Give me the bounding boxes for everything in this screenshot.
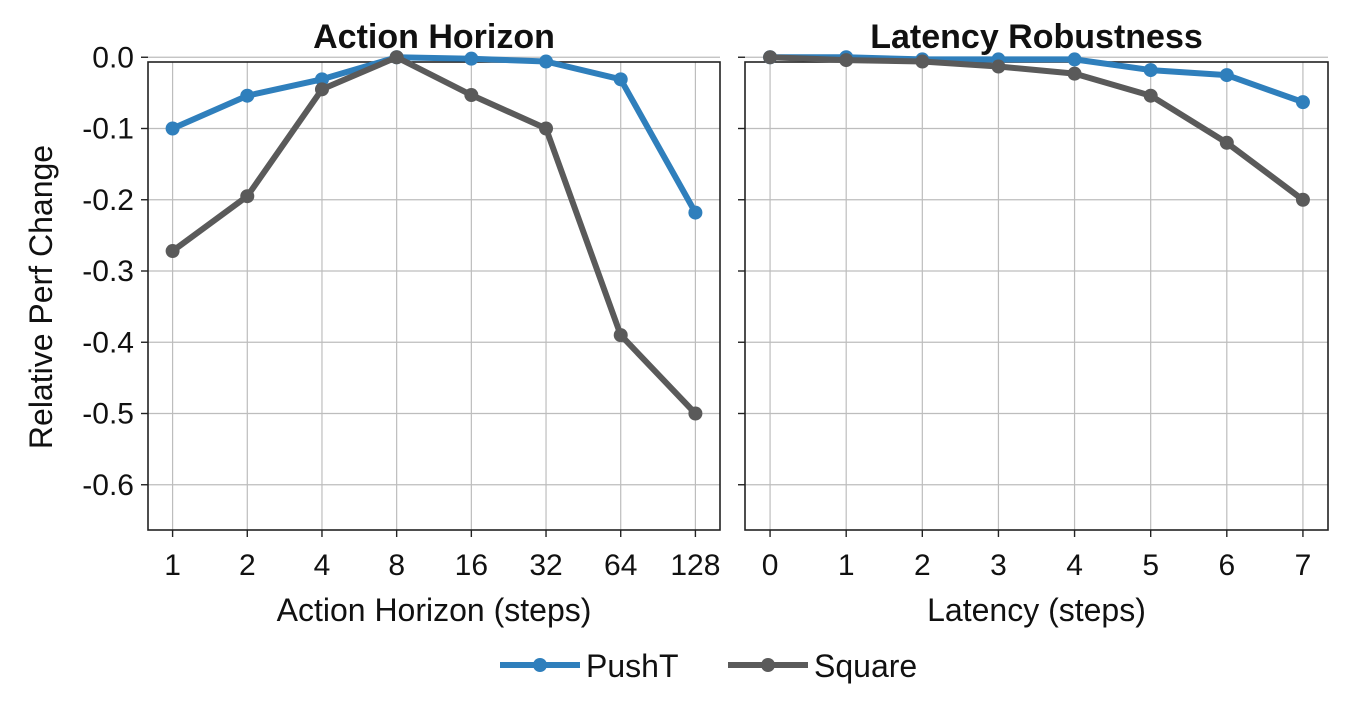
series-line-square: [169, 54, 699, 417]
data-point-pusht: [464, 51, 479, 66]
data-point-square: [1219, 135, 1234, 150]
x-tick-label: 128: [670, 549, 720, 582]
y-tick-label: -0.5: [82, 398, 134, 431]
data-point-square: [688, 406, 703, 421]
data-point-pusht: [1143, 63, 1158, 78]
data-point-square: [763, 50, 778, 65]
data-point-square: [839, 53, 854, 68]
data-point-square: [613, 328, 628, 343]
data-point-square: [539, 121, 554, 136]
x-tick-label: 2: [914, 549, 931, 582]
data-point-pusht: [1067, 52, 1082, 67]
data-point-pusht: [165, 121, 180, 136]
series-line-square: [767, 54, 1306, 203]
x-tick-label: 6: [1218, 549, 1235, 582]
panel-title: Action Horizon: [313, 18, 555, 56]
data-point-square: [1295, 192, 1310, 207]
data-point-square: [1067, 66, 1082, 81]
x-tick-label: 1: [838, 549, 855, 582]
data-point-square: [991, 59, 1006, 74]
legend: PushT Square: [500, 648, 917, 684]
x-tick-label: 8: [388, 549, 405, 582]
panel-action-horizon: Action Horizon 1 2 4 8 16 32 64 128 0.0 -0.1 -0.2 -0…: [82, 18, 721, 628]
data-point-pusht: [1295, 95, 1310, 110]
legend-marker-square: [761, 658, 775, 672]
x-tick-label: 32: [529, 549, 562, 582]
series-line-pusht: [169, 54, 699, 216]
data-point-square: [915, 54, 930, 69]
x-tick-label: 64: [604, 549, 637, 582]
data-point-square: [464, 88, 479, 103]
data-point-pusht: [314, 72, 329, 87]
x-tick-label: 1: [164, 549, 181, 582]
y-tick-label: 0.0: [92, 41, 134, 74]
data-point-square: [1143, 88, 1158, 103]
data-point-pusht: [240, 88, 255, 103]
y-tick-label: -0.3: [82, 255, 134, 288]
legend-label-square: Square: [814, 648, 917, 684]
x-tick-label: 7: [1295, 549, 1312, 582]
y-tick-label: -0.6: [82, 469, 134, 502]
y-tick-label: -0.4: [82, 326, 134, 359]
x-tick-label: 0: [762, 549, 779, 582]
x-tick-label: 16: [455, 549, 488, 582]
data-point-square: [314, 82, 329, 97]
y-tick-label: -0.1: [82, 113, 134, 146]
x-tick-label: 2: [239, 549, 256, 582]
x-axis-label: Action Horizon (steps): [277, 592, 592, 628]
data-point-square: [389, 50, 404, 65]
x-axis-label: Latency (steps): [927, 592, 1146, 628]
y-tick-label: -0.2: [82, 184, 134, 217]
data-point-square: [165, 244, 180, 259]
legend-marker-pusht: [533, 658, 547, 672]
data-point-pusht: [539, 54, 554, 69]
legend-label-pusht: PushT: [586, 648, 678, 684]
data-point-pusht: [688, 205, 703, 220]
x-tick-label: 5: [1142, 549, 1159, 582]
y-axis-label: Relative Perf Change: [23, 145, 59, 449]
data-point-pusht: [613, 72, 628, 87]
plot-frame: [147, 61, 721, 531]
plot-frame: [744, 61, 1329, 531]
panel-title: Latency Robustness: [870, 18, 1203, 56]
data-point-pusht: [1219, 68, 1234, 83]
panel-latency-robustness: Latency Robustness 0 1 2 3 4 5 6 7 Latency (steps…: [738, 18, 1329, 628]
x-tick-label: 4: [1066, 549, 1083, 582]
x-tick-label: 3: [990, 549, 1007, 582]
x-tick-label: 4: [314, 549, 331, 582]
data-point-square: [240, 189, 255, 204]
